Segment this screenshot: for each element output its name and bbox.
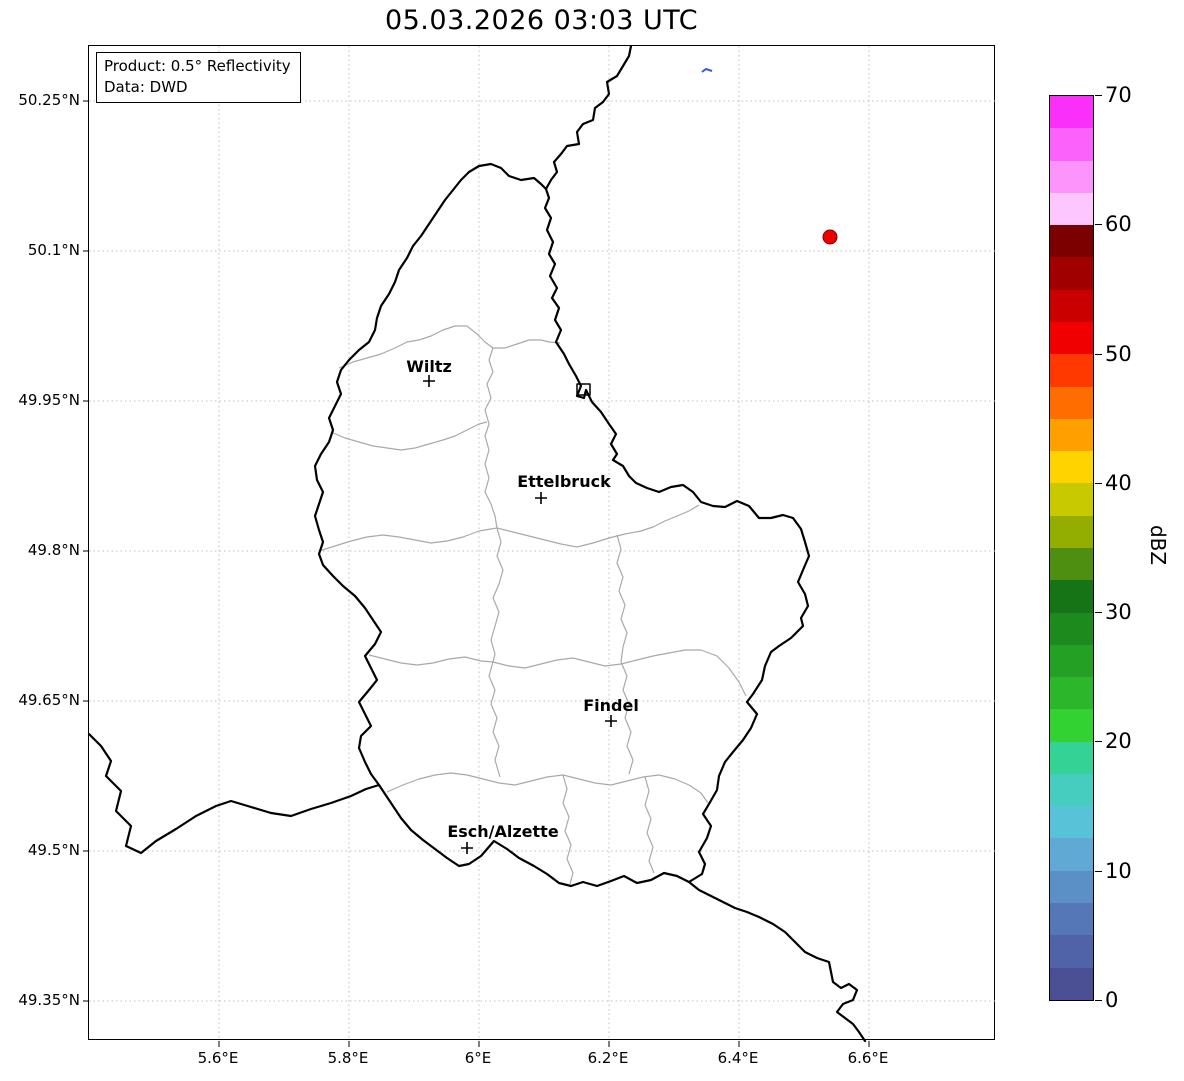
luxembourg-border	[313, 162, 811, 888]
colorbar-tick-mark	[1095, 95, 1102, 96]
colorbar-segment	[1050, 903, 1093, 936]
city-markers	[423, 375, 617, 854]
city-marker-ettelbruck	[535, 492, 547, 504]
enclave-box	[576, 383, 591, 396]
colorbar-segment	[1050, 773, 1093, 807]
colorbar-segment	[1050, 709, 1093, 742]
lon-tick-label: 5.6°E	[197, 1049, 239, 1067]
map-canvas: Wiltz Ettelbruck Findel Esch/Alzette	[83, 44, 996, 1047]
belgium-germany-border	[544, 44, 633, 191]
city-label-findel: Findel	[583, 696, 639, 715]
colorbar-tick-mark	[1095, 612, 1102, 613]
lat-tick-label: 50.1°N	[27, 241, 80, 259]
figure-title: 05.03.2026 03:03 UTC	[384, 5, 699, 36]
colorbar	[1049, 95, 1094, 1001]
city-label-esch-alzette: Esch/Alzette	[447, 822, 559, 841]
colorbar-segment	[1050, 935, 1093, 968]
city-marker-findel	[605, 715, 617, 727]
colorbar-unit-label: dBZ	[1146, 524, 1170, 566]
lat-tick-label: 49.65°N	[18, 691, 80, 709]
colorbar-segment	[1050, 354, 1093, 387]
colorbar-segment	[1050, 96, 1093, 129]
colorbar-tick-label: 70	[1105, 83, 1132, 107]
colorbar-segment	[1050, 644, 1093, 678]
france-belgium-border	[87, 732, 381, 855]
lat-tick-label: 49.5°N	[27, 841, 80, 859]
colorbar-tick-label: 60	[1105, 212, 1132, 236]
colorbar-segment	[1050, 321, 1093, 355]
colorbar-segment	[1050, 677, 1093, 710]
lon-tick-label: 6.2°E	[587, 1049, 629, 1067]
colorbar-tick-label: 50	[1105, 342, 1132, 366]
colorbar-segment	[1050, 225, 1093, 258]
colorbar-tick-label: 10	[1105, 859, 1132, 883]
colorbar-segment	[1050, 870, 1093, 904]
colorbar-segment	[1050, 580, 1093, 613]
colorbar-segment	[1050, 483, 1093, 516]
colorbar-tick-mark	[1095, 224, 1102, 225]
colorbar-segment	[1050, 386, 1093, 419]
colorbar-segment	[1050, 289, 1093, 322]
data-source-line: Data: DWD	[104, 78, 188, 96]
colorbar-segment	[1050, 547, 1093, 581]
city-marker-esch-alzette	[461, 842, 473, 854]
colorbar-tick-mark	[1095, 871, 1102, 872]
colorbar-tick-mark	[1095, 483, 1102, 484]
gridlines	[89, 46, 996, 1041]
colorbar-tick-label: 0	[1105, 988, 1119, 1012]
lon-tick-label: 6.4°E	[717, 1049, 759, 1067]
country-borders	[87, 44, 867, 1043]
axis-tick-marks	[83, 100, 870, 1047]
lat-tick-label: 50.25°N	[18, 91, 80, 109]
city-label-wiltz: Wiltz	[406, 357, 452, 376]
colorbar-tick-mark	[1095, 741, 1102, 742]
colorbar-segment	[1050, 741, 1093, 774]
colorbar-segment	[1050, 257, 1093, 290]
city-label-ettelbruck: Ettelbruck	[517, 472, 611, 491]
product-info-line: Product: 0.5° Reflectivity	[104, 57, 291, 75]
colorbar-gradient	[1050, 96, 1093, 1000]
colorbar-tick-mark	[1095, 354, 1102, 355]
echo-mark	[701, 67, 713, 73]
colorbar-segment	[1050, 806, 1093, 839]
lon-tick-label: 5.8°E	[327, 1049, 369, 1067]
radar-site-dot	[822, 229, 838, 245]
colorbar-segment	[1050, 451, 1093, 484]
colorbar-segment	[1050, 515, 1093, 548]
colorbar-segment	[1050, 418, 1093, 452]
lat-tick-label: 49.95°N	[18, 391, 80, 409]
district-borders	[318, 325, 747, 885]
city-labels: Wiltz Ettelbruck Findel Esch/Alzette	[406, 357, 639, 841]
colorbar-segment	[1050, 967, 1093, 1000]
city-marker-wiltz	[423, 375, 435, 387]
colorbar-segment	[1050, 612, 1093, 645]
lon-tick-label: 6°E	[464, 1049, 492, 1067]
colorbar-segment	[1050, 128, 1093, 161]
colorbar-tick-label: 20	[1105, 729, 1132, 753]
colorbar-tick-label: 40	[1105, 471, 1132, 495]
lat-tick-label: 49.35°N	[18, 991, 80, 1009]
colorbar-segment	[1050, 192, 1093, 226]
product-info-box: Product: 0.5° Reflectivity Data: DWD	[96, 52, 301, 103]
colorbar-tick-mark	[1095, 1000, 1102, 1001]
map-plot: Wiltz Ettelbruck Findel Esch/Alzette Pro…	[83, 44, 996, 1047]
lon-tick-label: 6.6°E	[847, 1049, 889, 1067]
lat-tick-label: 49.8°N	[27, 541, 80, 559]
colorbar-segment	[1050, 838, 1093, 871]
colorbar-tick-label: 30	[1105, 600, 1132, 624]
germany-france-border	[687, 880, 867, 1043]
colorbar-segment	[1050, 160, 1093, 193]
